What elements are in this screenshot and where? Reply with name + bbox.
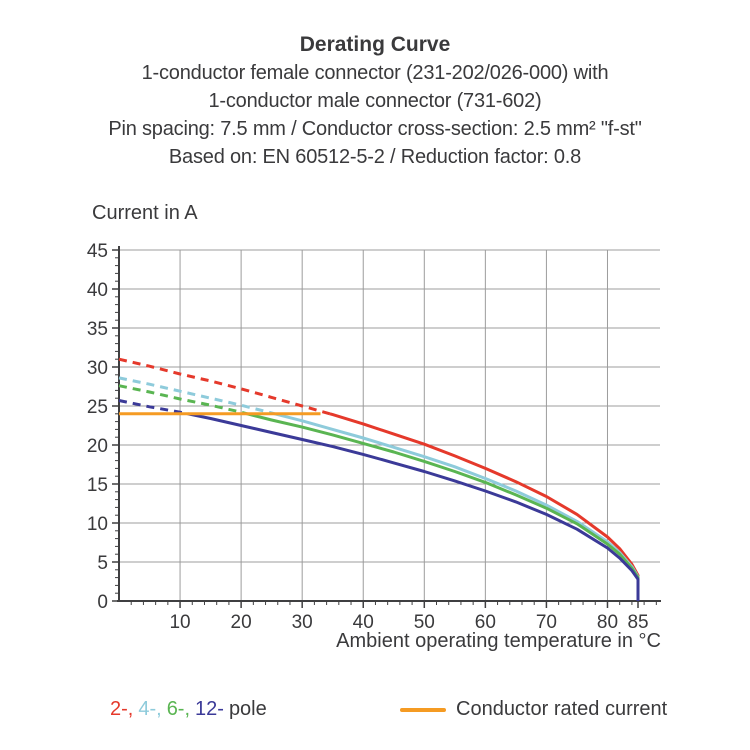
legend-pole-4: 4-, (138, 698, 162, 720)
y-tick-label: 30 (87, 358, 108, 379)
y-axis-title: Current in A (92, 202, 198, 224)
x-axis-title: Ambient operating temperature in °C (336, 630, 661, 652)
x-tick-label: 80 (597, 612, 618, 633)
x-tick-label: 10 (169, 612, 190, 633)
rated-current-label: Conductor rated current (456, 698, 668, 720)
subtitle-line-1: 1-conductor female connector (231-202/02… (141, 62, 609, 84)
y-tick-label: 45 (87, 241, 108, 262)
x-tick-label: 50 (414, 612, 435, 633)
legend-poles: 2-, 4-, 6-, 12- pole (110, 698, 272, 721)
x-tick-label: 30 (292, 612, 313, 633)
curve-4-pole (274, 412, 640, 601)
x-tick-label: 85 (627, 612, 648, 633)
rated-current-swatch (400, 707, 446, 712)
derating-curve-chart: 0 5 10 15 20 25 30 35 40 45 10 20 30 40 50 60 70 80 85Ambi… (87, 241, 661, 652)
legend-pole-6: 6-, (166, 698, 191, 720)
y-tick-label: 0 (97, 592, 108, 613)
y-tick-label: 40 (87, 280, 108, 301)
x-tick-label: 60 (475, 612, 496, 633)
subtitle-line-4: Based on: EN 60512-5-2 / Reduction facto… (168, 146, 582, 168)
curve-2-pole-dashed (118, 357, 331, 416)
y-tick-label: 35 (87, 319, 108, 340)
curve-4-pole-dashed (118, 376, 276, 416)
legend-rated-current: Conductor rated current (400, 698, 667, 721)
curve-6-pole-dashed (118, 384, 248, 416)
page-title: Derating Curve (299, 33, 451, 56)
curve-12-pole (187, 412, 640, 601)
x-tick-label: 70 (536, 612, 557, 633)
curve-12-pole-dashed (118, 399, 189, 416)
subtitle-line-2: 1-conductor male connector (731-602) (208, 90, 542, 112)
y-tick-label: 10 (87, 514, 108, 535)
y-tick-label: 25 (87, 397, 108, 418)
curve-6-pole (246, 412, 640, 601)
curve-2-pole (329, 412, 640, 601)
legend-pole-12: 12- (195, 698, 224, 720)
x-tick-label: 20 (231, 612, 252, 633)
legend-pole-2: 2-, (110, 698, 134, 720)
y-tick-label: 5 (97, 553, 108, 574)
y-tick-label: 15 (87, 475, 108, 496)
subtitle-line-3: Pin spacing: 7.5 mm / Conductor cross-se… (108, 118, 642, 140)
x-tick-label: 40 (353, 612, 374, 633)
y-tick-label: 20 (87, 436, 108, 457)
legend-pole-suffix: pole (228, 698, 267, 720)
title-block: Derating Curve 1-conductor female connec… (0, 31, 750, 171)
